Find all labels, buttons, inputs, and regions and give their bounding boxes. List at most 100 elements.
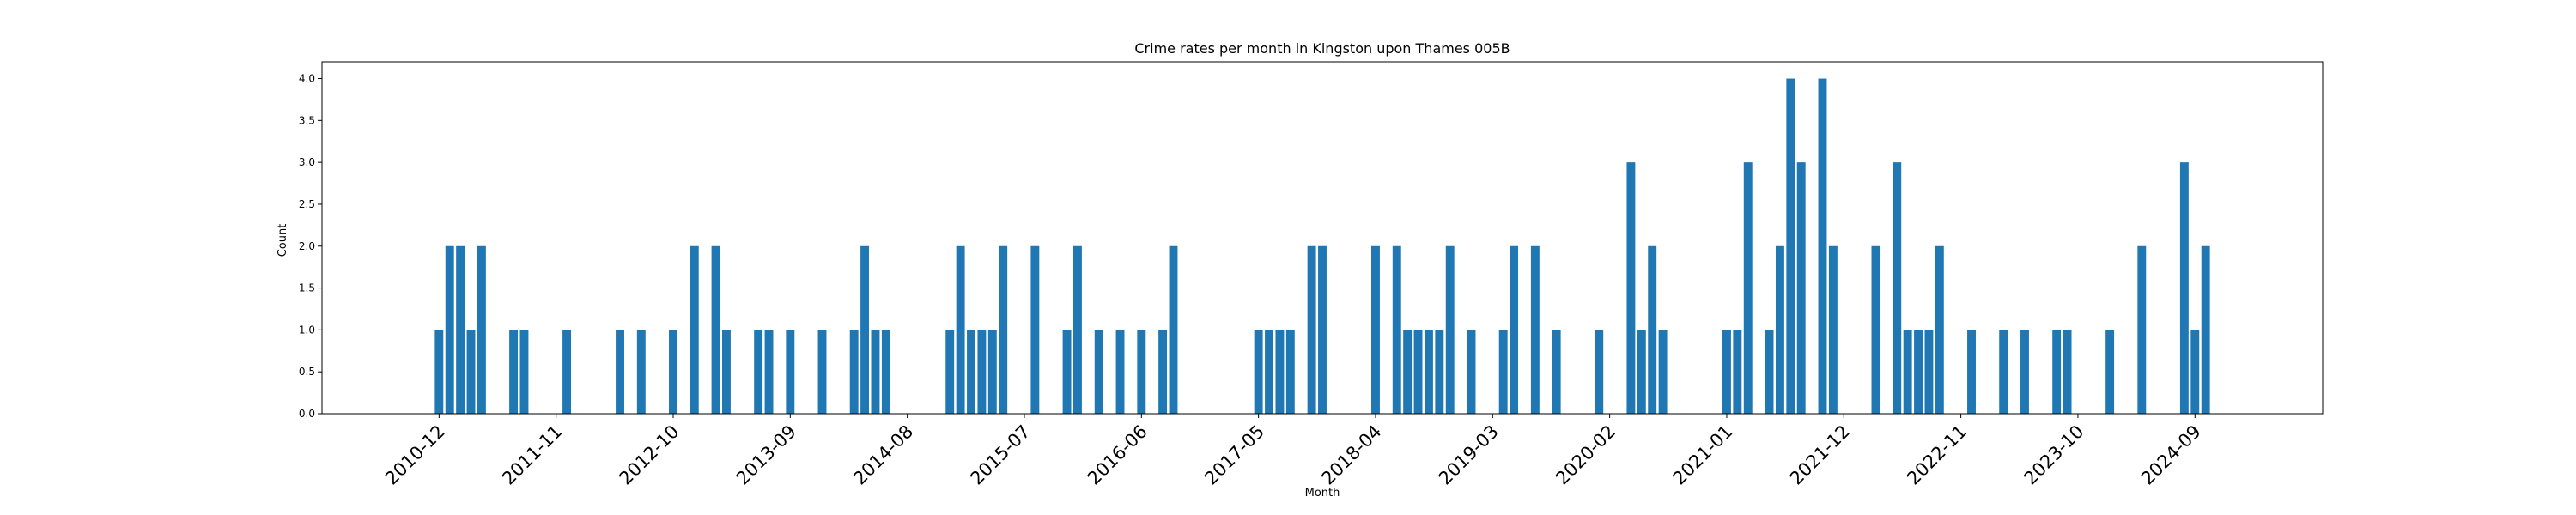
chart-title: Crime rates per month in Kingston upon T… [1134, 40, 1510, 57]
bar [434, 330, 444, 414]
x-tick-label: 2010-12 [381, 421, 449, 489]
bar [1285, 330, 1295, 414]
bar [1775, 245, 1784, 414]
x-tick-label: 2022-11 [1903, 421, 1971, 489]
bar [1137, 330, 1146, 414]
bar [1307, 245, 1316, 414]
bar [999, 245, 1008, 414]
bar [1914, 330, 1923, 414]
y-tick-label: 3.5 [299, 114, 315, 126]
bar [1467, 330, 1476, 414]
bar [562, 330, 572, 414]
y-axis-label: Count [276, 224, 289, 258]
bar [1626, 162, 1636, 414]
bar [1658, 330, 1668, 414]
bar [616, 330, 624, 414]
bar [2201, 245, 2210, 414]
x-tick-label: 2017-05 [1200, 421, 1268, 489]
x-tick-label: 2013-09 [732, 421, 800, 489]
bar [1265, 330, 1273, 414]
x-tick-label: 2019-03 [1435, 421, 1503, 489]
bar [1786, 78, 1795, 415]
bar [1158, 330, 1168, 414]
bar [1403, 330, 1413, 414]
x-axis-label: Month [1305, 487, 1340, 500]
bar [477, 245, 486, 414]
bar [1424, 330, 1433, 414]
bar [849, 330, 859, 414]
bar [1552, 330, 1561, 414]
bar [1871, 245, 1880, 414]
x-tick-label: 2021-01 [1668, 421, 1736, 489]
bar [669, 330, 677, 414]
bar [977, 330, 987, 414]
bar [1967, 330, 1976, 414]
bar [1935, 245, 1944, 414]
bar [786, 330, 795, 414]
bar [1648, 245, 1657, 414]
bar [1893, 162, 1902, 414]
bar [1318, 245, 1327, 414]
bar [1275, 330, 1285, 414]
bar [1435, 330, 1444, 414]
bar [2052, 330, 2062, 414]
bar [987, 330, 997, 414]
y-axis-ticks: 0.0 0.5 1.0 1.5 2.0 2.5 3.0 3.5 4.0 [299, 73, 322, 420]
bar [1072, 245, 1082, 414]
bar [871, 330, 880, 414]
bar [519, 330, 529, 414]
y-tick-label: 4.0 [299, 73, 315, 85]
bar [2190, 330, 2200, 414]
y-tick-label: 0.5 [299, 366, 315, 378]
bar [1498, 330, 1508, 414]
bar [2179, 162, 2189, 414]
y-tick-label: 1.5 [299, 282, 315, 294]
bar [764, 330, 774, 414]
bar [817, 330, 827, 414]
bar [1530, 245, 1540, 414]
bar [1733, 330, 1742, 414]
bar [754, 330, 763, 414]
bar [1371, 245, 1380, 414]
bar [1903, 330, 1912, 414]
bar [1030, 245, 1040, 414]
bar [1595, 330, 1604, 414]
bars-group [434, 78, 2210, 415]
x-tick-label: 2018-04 [1317, 421, 1385, 489]
bar [466, 330, 476, 414]
x-tick-label: 2011-11 [498, 421, 566, 489]
bar [1999, 330, 2008, 414]
bar [690, 245, 699, 414]
bar [860, 245, 870, 414]
bar [2020, 330, 2029, 414]
bar [1796, 162, 1806, 414]
bar [1094, 330, 1103, 414]
bar [722, 330, 731, 414]
bar [1115, 330, 1125, 414]
bar [456, 245, 465, 414]
bar [1828, 245, 1838, 414]
bar [2063, 330, 2072, 414]
bar [1722, 330, 1731, 414]
bar [2105, 330, 2115, 414]
bar [1743, 162, 1753, 414]
bar [445, 245, 454, 414]
y-tick-label: 3.0 [299, 156, 315, 168]
bar [636, 330, 646, 414]
bar [509, 330, 519, 414]
x-tick-label: 2023-10 [2020, 421, 2087, 489]
x-tick-label: 2015-07 [966, 421, 1034, 489]
bar [956, 245, 965, 414]
bar [1392, 245, 1401, 414]
bar [1445, 245, 1455, 414]
bar [1169, 245, 1178, 414]
bar [1510, 245, 1519, 414]
x-tick-label: 2016-06 [1084, 421, 1151, 489]
x-axis-ticks: 2010-12 2011-11 2012-10 2013-09 2014-08 2015-… [381, 414, 2205, 489]
x-tick-label: 2012-10 [616, 421, 683, 489]
y-tick-label: 2.5 [299, 198, 315, 210]
bar [967, 330, 975, 414]
bar [945, 330, 955, 414]
bar [1924, 330, 1934, 414]
